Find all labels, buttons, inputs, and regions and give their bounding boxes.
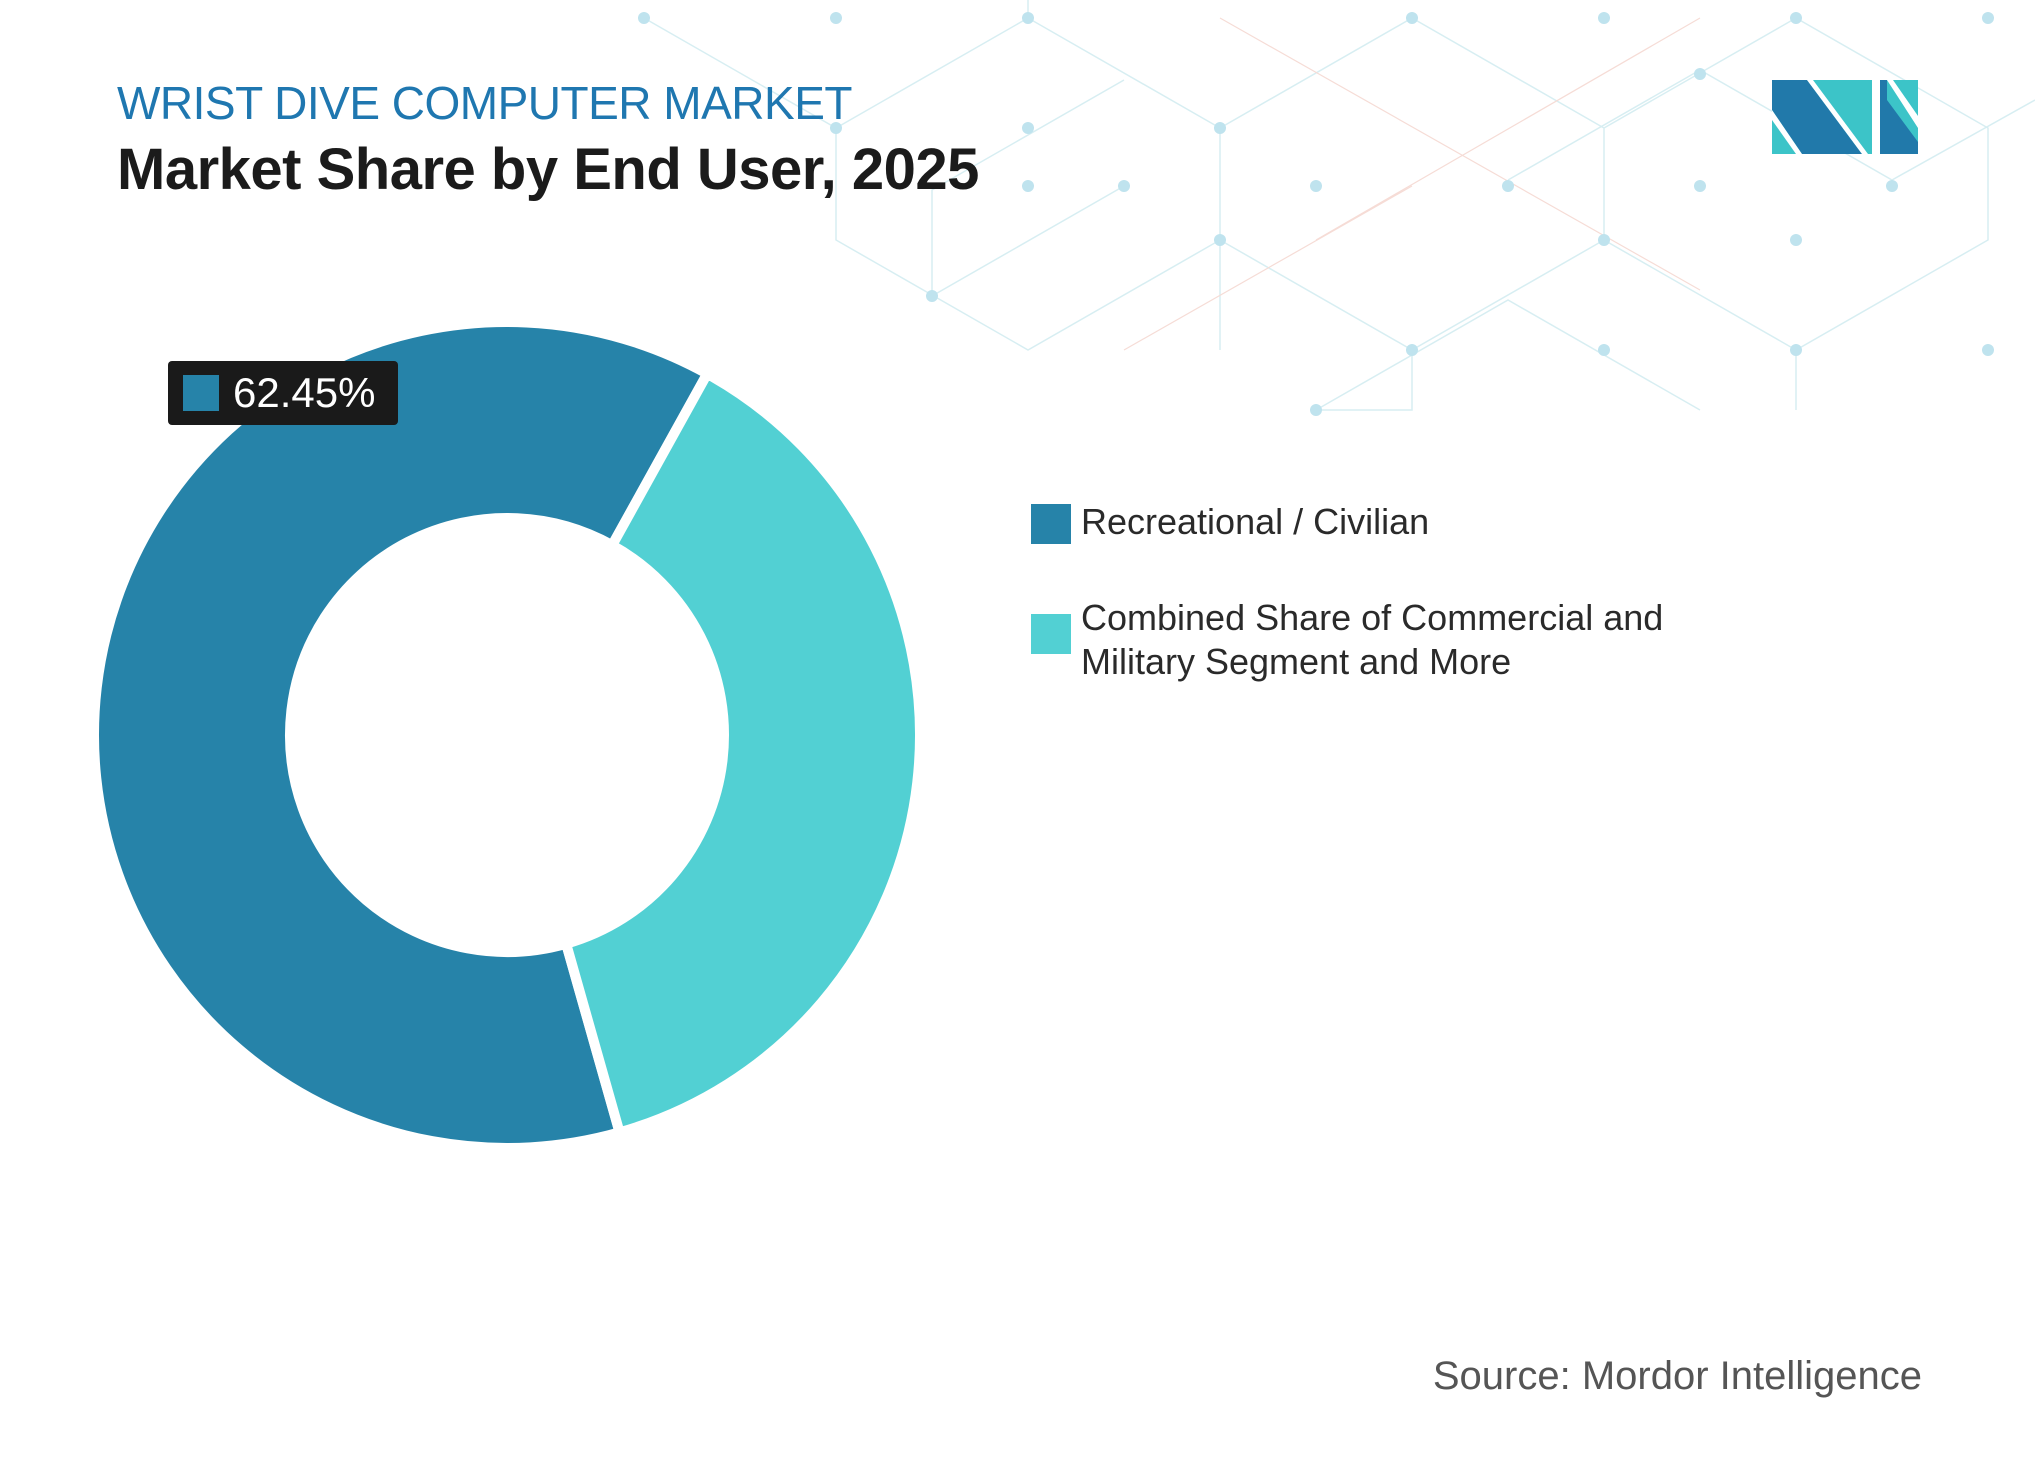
mordor-logo: [1772, 80, 1918, 154]
legend-item-recreational[interactable]: Recreational / Civilian: [1031, 500, 1701, 544]
legend-label: Recreational / Civilian: [1081, 501, 1430, 542]
source-note: Source: Mordor Intelligence: [1432, 1354, 1922, 1398]
chart-title: Market Share by End User, 2025: [117, 137, 979, 202]
data-label-recreational: 62.45%: [168, 361, 398, 425]
data-label-swatch: [183, 375, 219, 411]
donut-slice-1: [89, 317, 715, 1153]
legend-swatch: [1031, 614, 1071, 654]
legend-label: Combined Share of Commercial and Militar…: [1081, 597, 1664, 682]
chart-subtitle: WRIST DIVE COMPUTER MARKET: [117, 77, 852, 129]
legend-item-commercial-military[interactable]: Combined Share of Commercial and Militar…: [1031, 596, 1701, 684]
data-label-value: 62.45%: [233, 369, 376, 416]
donut-slice-2: [559, 366, 925, 1139]
legend: Recreational / Civilian Combined Share o…: [1031, 500, 1701, 736]
legend-swatch: [1031, 504, 1071, 544]
